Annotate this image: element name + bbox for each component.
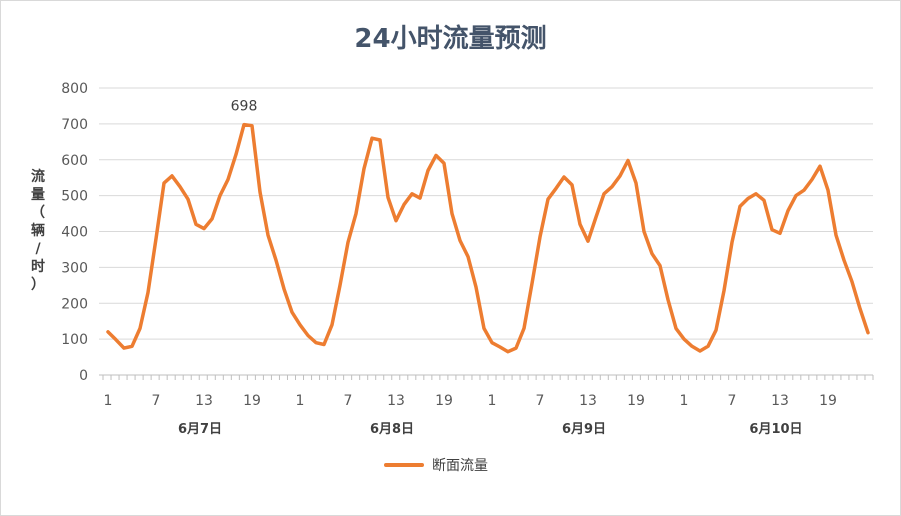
y-axis-label-char: （	[31, 205, 45, 221]
x-tick-label: 19	[819, 393, 837, 409]
day-labels: 6月7日 6月8日 6月9日 6月10日	[178, 422, 803, 437]
x-tick-label: 13	[579, 393, 597, 409]
x-tick-label: 13	[771, 393, 789, 409]
y-axis-label: 流量 （ 辆 / 时 ）	[28, 168, 48, 294]
y-tick-label: 0	[79, 368, 88, 384]
x-tick-label: 7	[344, 393, 353, 409]
data-label: 698	[231, 99, 258, 115]
legend: 断面流量	[384, 455, 488, 475]
x-tick-label: 1	[104, 393, 113, 409]
day-label: 6月7日	[178, 422, 222, 437]
day-label: 6月10日	[749, 422, 802, 437]
y-axis-label-char: 时	[31, 259, 45, 275]
y-tick-label: 700	[61, 117, 88, 133]
x-tick-label: 1	[488, 393, 497, 409]
x-tick-labels: 1 7 13 19 1 7 13 19 1 7 13 19 1 7 13 19	[104, 393, 837, 409]
y-tick-label: 500	[61, 189, 88, 205]
y-tick-label: 400	[61, 225, 88, 241]
x-tick-label: 13	[195, 393, 213, 409]
y-axis-label-char: ）	[31, 277, 45, 293]
x-tick-label: 19	[627, 393, 645, 409]
y-tick-label: 300	[61, 260, 88, 276]
day-label: 6月8日	[370, 422, 414, 437]
x-tick-label: 1	[296, 393, 305, 409]
series-group	[106, 122, 870, 354]
x-tick-label: 7	[536, 393, 545, 409]
gridlines	[99, 87, 873, 340]
y-tick-label: 600	[61, 153, 88, 169]
day-label: 6月9日	[562, 422, 606, 437]
x-axis	[99, 374, 874, 380]
series-line	[106, 122, 870, 354]
x-tick-label: 1	[680, 393, 689, 409]
y-axis-label-char: 量	[31, 187, 45, 203]
chart-title: 24小时流量预测	[354, 24, 547, 54]
x-tick-label: 13	[387, 393, 405, 409]
legend-label: 断面流量	[432, 458, 488, 474]
y-tick-label: 800	[61, 81, 88, 97]
y-axis-label-char: 辆	[31, 223, 45, 239]
y-axis-label-char: 流	[31, 169, 45, 185]
x-tick-label: 7	[728, 393, 737, 409]
y-axis-label-char: /	[35, 241, 41, 257]
y-tick-label: 200	[61, 296, 88, 312]
data-labels: 698	[231, 99, 258, 115]
x-tick-label: 19	[243, 393, 261, 409]
y-tick-labels: 0 100 200 300 400 500 600 700 800	[61, 81, 88, 384]
legend-swatch	[384, 463, 424, 467]
x-tick-label: 19	[435, 393, 453, 409]
x-tick-label: 7	[152, 393, 161, 409]
y-tick-label: 100	[61, 332, 88, 348]
